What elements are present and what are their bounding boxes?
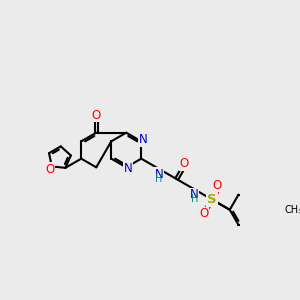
Text: N: N (190, 188, 199, 201)
Text: S: S (207, 193, 217, 206)
Text: N: N (139, 133, 147, 146)
Text: O: O (179, 157, 188, 170)
Text: CH₃: CH₃ (284, 205, 300, 215)
Text: O: O (200, 207, 209, 220)
Text: H: H (155, 174, 163, 184)
Text: O: O (92, 109, 101, 122)
Text: O: O (45, 163, 55, 176)
Text: O: O (213, 179, 222, 192)
Text: H: H (191, 194, 198, 204)
Text: N: N (124, 163, 132, 176)
Text: N: N (154, 168, 163, 181)
